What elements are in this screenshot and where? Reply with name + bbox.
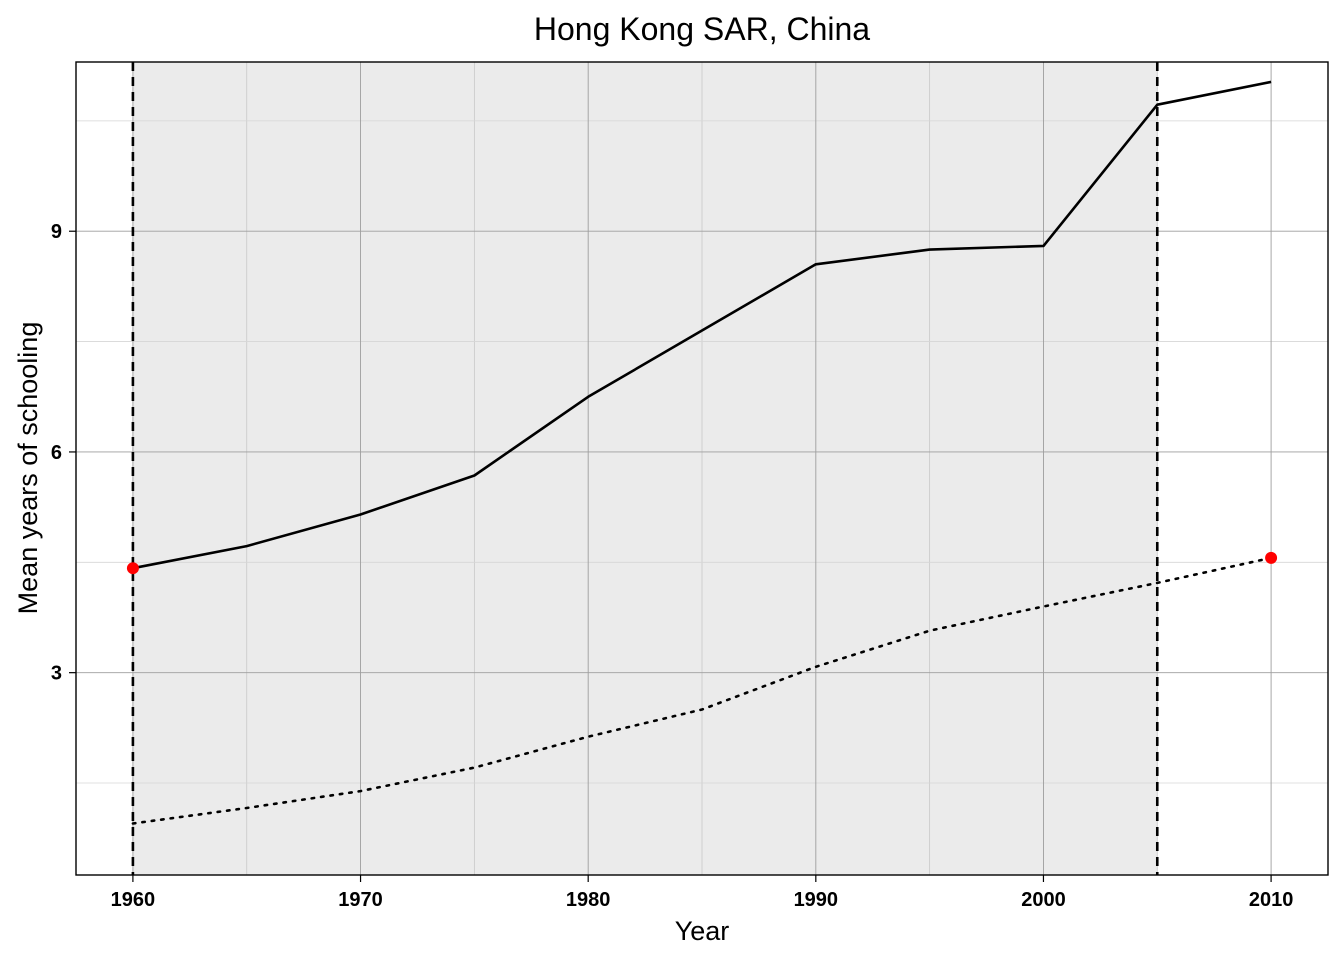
x-tick-label: 1970	[338, 889, 383, 911]
x-tick-label: 2010	[1249, 889, 1294, 911]
y-tick-label: 9	[51, 221, 62, 243]
plot-border	[75, 61, 1329, 876]
chart-title: Hong Kong SAR, China	[534, 11, 870, 47]
series-line-dotted	[131, 556, 1273, 825]
plot-area: 1960 1970 1980 1990 2000 2010 3 6 9	[51, 61, 1329, 911]
y-tick-label: 6	[51, 442, 62, 464]
x-tick-label: 2000	[1021, 889, 1066, 911]
series-line-solid	[132, 80, 1272, 570]
highlight-point	[126, 562, 139, 575]
x-tick-label: 1980	[566, 889, 611, 911]
y-axis-title: Mean years of schooling	[13, 322, 43, 615]
x-tick-label: 1960	[111, 889, 156, 911]
x-axis-title: Year	[675, 916, 730, 946]
x-tick-label: 1990	[794, 889, 839, 911]
shaded-region	[132, 62, 1158, 875]
y-tick-label: 3	[51, 663, 62, 685]
highlight-point	[1265, 551, 1278, 564]
